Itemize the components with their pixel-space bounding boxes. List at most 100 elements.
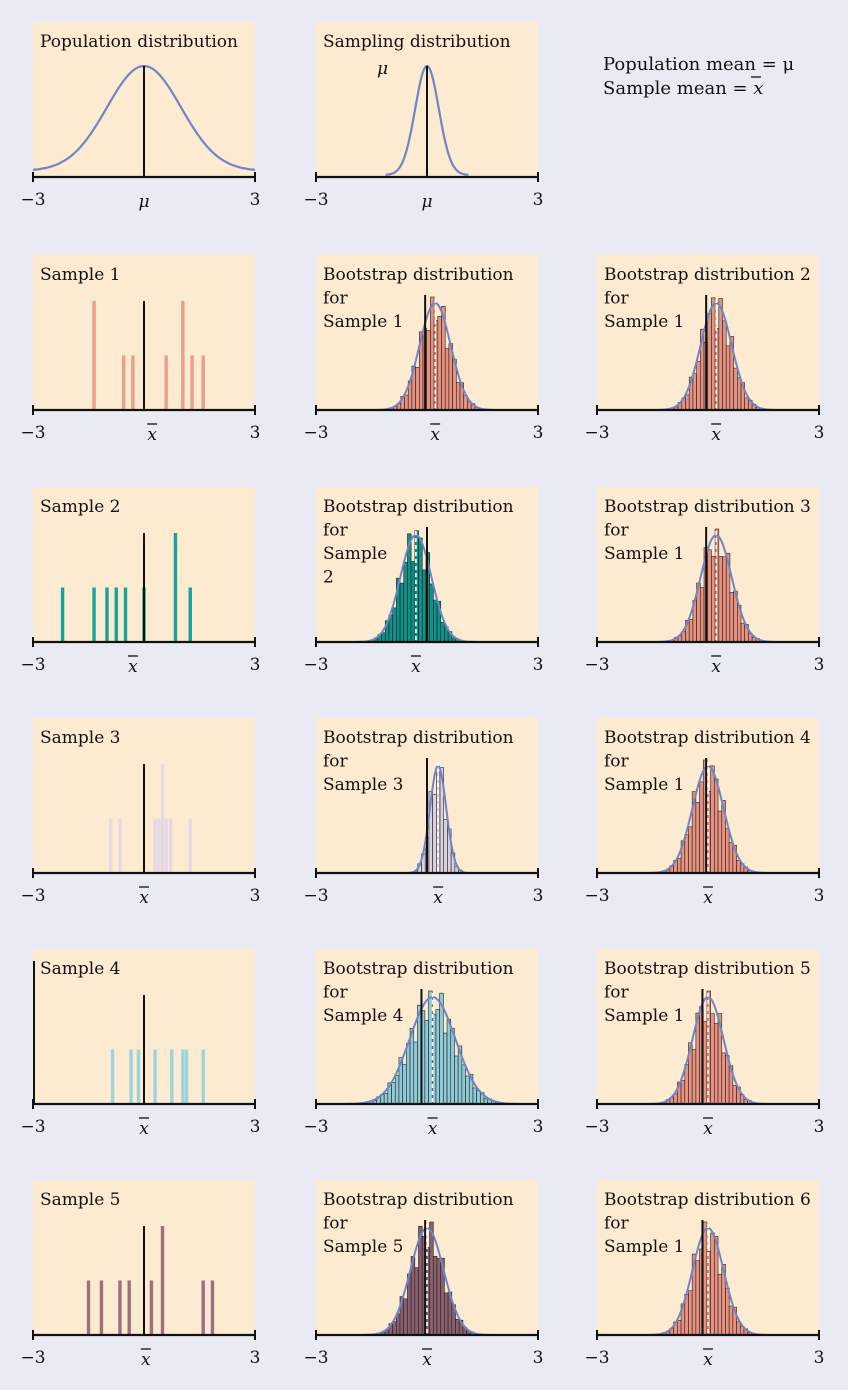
- panel-title-line: for: [604, 752, 630, 772]
- panel-title-line: Sample 1: [604, 1006, 685, 1026]
- tick-label-max: 3: [533, 886, 544, 906]
- bootstrap-bin: [740, 622, 746, 643]
- tick-label-max: 3: [533, 655, 544, 675]
- sample-value-bar: [170, 1049, 174, 1104]
- tick-label-max: 3: [250, 1117, 261, 1137]
- sample-value-bar: [210, 1280, 215, 1335]
- bootstrap-bin: [736, 1321, 741, 1336]
- bootstrap-bin: [707, 313, 712, 411]
- center-label: x: [703, 1350, 713, 1370]
- sample-value-bar: [99, 1280, 104, 1335]
- bootstrap-bin: [688, 826, 693, 874]
- sample-value-bar: [127, 1280, 131, 1335]
- panel-title-line: Sample 2: [40, 497, 121, 517]
- bootstrap-bin: [429, 583, 434, 643]
- bootstrap-bin: [444, 348, 450, 411]
- bootstrap-bin: [702, 1221, 708, 1336]
- center-label: x: [139, 1119, 149, 1139]
- sample-value-bar: [153, 818, 157, 873]
- panel-title-line: for: [323, 752, 349, 772]
- panel-title-line: Sample 4: [323, 1006, 404, 1026]
- sample-value-bar: [118, 818, 122, 873]
- sample-value-bar: [153, 1049, 157, 1104]
- bootstrap-bin: [392, 607, 397, 643]
- center-label: x: [711, 657, 721, 677]
- sample-value-bar: [60, 587, 65, 642]
- sample-value-bar: [118, 1280, 122, 1335]
- bootstrap-bin: [722, 320, 727, 411]
- center-label: x: [711, 425, 721, 445]
- bootstrap-bin: [685, 394, 690, 411]
- tick-label-max: 3: [533, 1348, 544, 1368]
- bootstrap-bin: [404, 394, 409, 411]
- panel-title-line: Sample 1: [604, 312, 685, 332]
- bootstrap-bin: [435, 1009, 440, 1105]
- center-label: x: [428, 1119, 438, 1139]
- bootstrap-bin: [684, 834, 689, 874]
- sample-value-bar: [168, 818, 173, 873]
- bootstrap-bin: [443, 819, 448, 874]
- peak-mu-label: μ: [377, 59, 388, 79]
- bootstrap-bin: [710, 1013, 715, 1105]
- bootstrap-bin: [399, 582, 405, 643]
- panel-boot4_s1: Bootstrap distribution 4 for Sample 1 −3 3 x: [584, 718, 824, 908]
- panel-title-line: Sample 1: [604, 544, 685, 564]
- bootstrap-bin: [714, 778, 719, 874]
- tick-label-min: −3: [20, 423, 45, 443]
- panel-title-line: Bootstrap distribution: [323, 497, 514, 517]
- tick-label-max: 3: [814, 886, 825, 906]
- tick-label-min: −3: [584, 886, 609, 906]
- bootstrap-bin: [700, 587, 705, 643]
- bootstrap-bin: [403, 1298, 408, 1336]
- bootstrap-bin: [414, 1267, 419, 1336]
- bootstrap-bin: [722, 556, 727, 643]
- panel-boot_s3: Bootstrap distribution for Sample 3 −3 3 x: [303, 718, 543, 908]
- sample-value-bar: [190, 355, 194, 410]
- bootstrap-bin: [450, 1028, 455, 1105]
- tick-label-min: −3: [303, 423, 328, 443]
- sample-value-bar: [181, 301, 185, 410]
- bootstrap-bin: [428, 990, 433, 1105]
- panel-title-line: Bootstrap distribution: [323, 959, 514, 979]
- tick-label-max: 3: [250, 1348, 261, 1368]
- bootstrap-bin: [426, 330, 431, 411]
- panel-sample2: Sample 2 −3 3 x: [20, 487, 260, 677]
- bootstrap-bin: [421, 569, 427, 643]
- bootstrap-bin: [714, 1236, 719, 1336]
- bootstrap-bin: [413, 1041, 418, 1105]
- bootstrap-bin: [402, 1063, 407, 1105]
- legend-sample-mean-prefix: Sample mean =: [603, 78, 753, 99]
- sample-value-bar: [114, 587, 118, 642]
- panel-title-line: Sample 1: [40, 265, 121, 285]
- panel-title-line: Bootstrap distribution 2: [604, 265, 811, 285]
- panel-title-line: Sample 3: [323, 775, 404, 795]
- bootstrap-bin: [680, 1080, 686, 1105]
- panel-title-line: for: [323, 983, 349, 1003]
- panel-title-line: Sample 1: [604, 1237, 685, 1257]
- sample-value-bar: [184, 1049, 189, 1104]
- tick-label-max: 3: [814, 1348, 825, 1368]
- bootstrap-bin: [394, 1075, 400, 1105]
- bootstrap-bin: [437, 316, 442, 411]
- bootstrap-bin: [433, 599, 438, 643]
- legend-population-mean: Population mean = μ: [603, 54, 795, 75]
- center-label: x: [128, 657, 138, 677]
- bootstrap-bin: [454, 1055, 459, 1105]
- tick-label-min: −3: [20, 1117, 45, 1137]
- panel-title-line: for: [323, 1214, 349, 1234]
- bootstrap-bin: [440, 622, 445, 643]
- bootstrap-bin: [725, 345, 731, 411]
- legend: Population mean = μ Sample mean = x: [603, 54, 795, 99]
- bootstrap-bin: [710, 1232, 715, 1336]
- tick-label-min: −3: [303, 1117, 328, 1137]
- bootstrap-bin: [721, 1052, 726, 1105]
- bootstrap-bin: [456, 382, 461, 411]
- panel-boot5_s1: Bootstrap distribution 5 for Sample 1 −3 3 x: [584, 949, 824, 1139]
- panel-title-line: Sample 5: [323, 1237, 404, 1257]
- bootstrap-bin: [444, 1292, 449, 1336]
- bootstrap-bin: [707, 549, 712, 643]
- panel-boot3_s1: Bootstrap distribution 3 for Sample 1 −3 3 x: [584, 487, 824, 677]
- bootstrap-bin: [418, 537, 423, 643]
- bootstrap-bin: [429, 1221, 434, 1336]
- bootstrap-bin: [696, 360, 701, 411]
